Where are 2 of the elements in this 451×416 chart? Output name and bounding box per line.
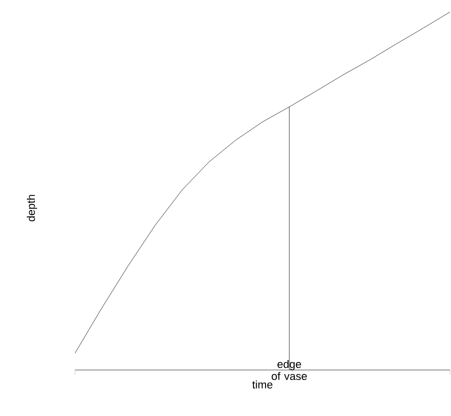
y-axis-title: depth [26,194,38,222]
x-axis-title: time [252,380,272,388]
